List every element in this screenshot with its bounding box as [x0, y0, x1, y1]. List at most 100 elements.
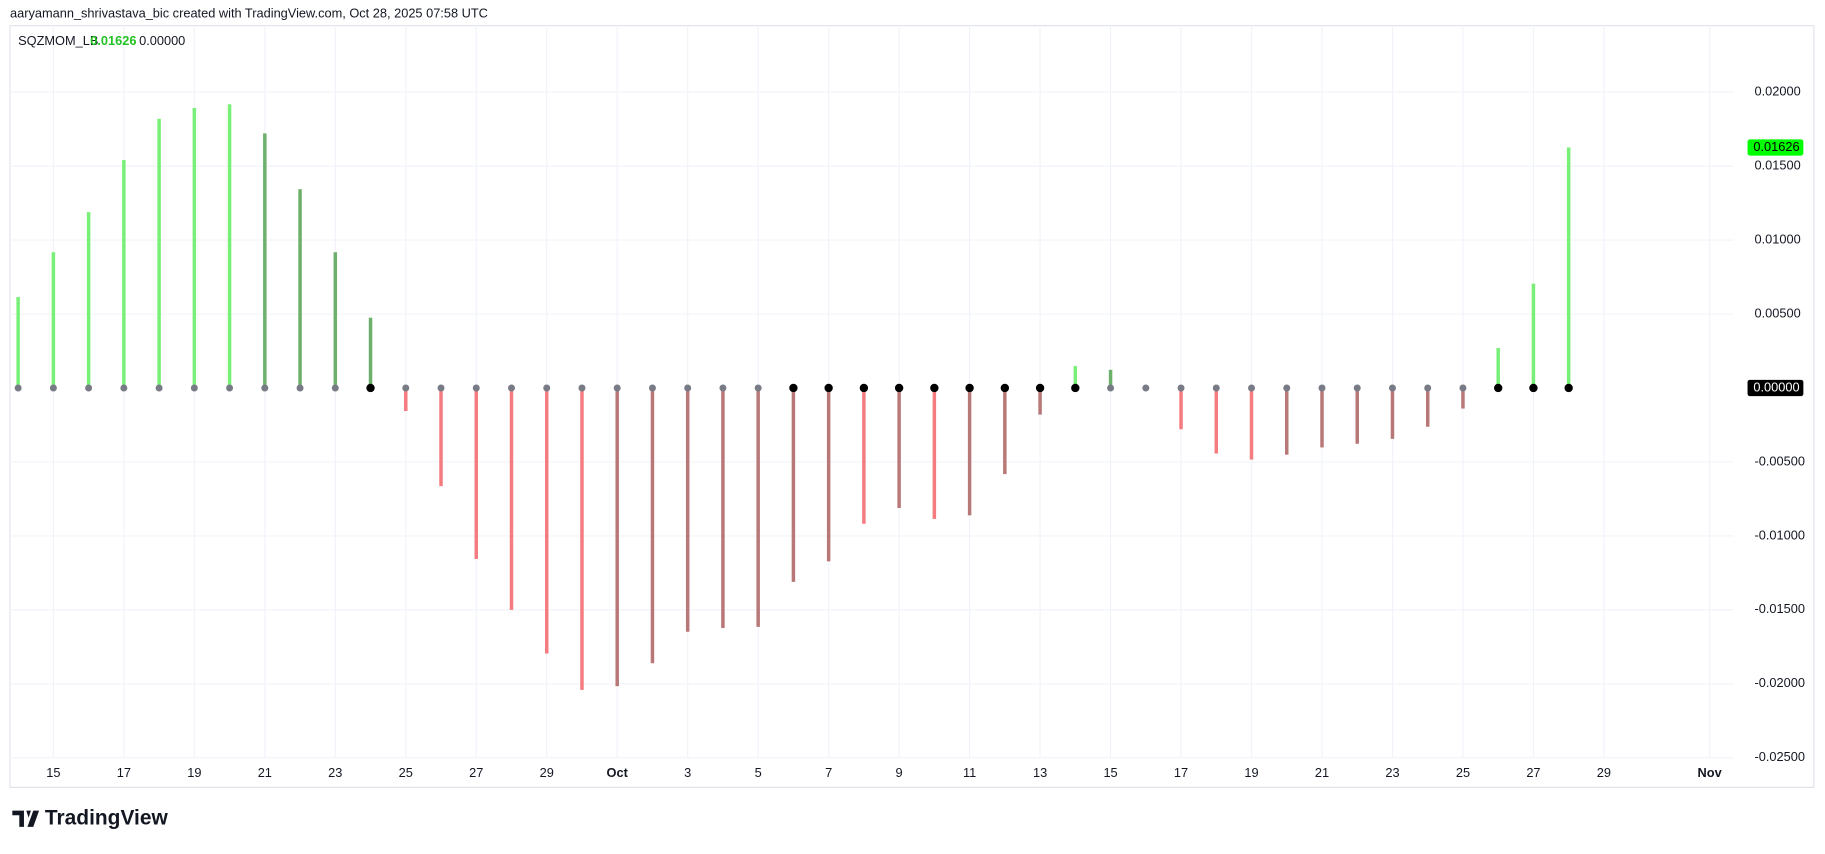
squeeze-dot — [1459, 384, 1467, 392]
bar — [1320, 387, 1324, 448]
y-tick-label: -0.01500 — [1755, 601, 1805, 616]
squeeze-dot — [1000, 383, 1010, 393]
bar — [1425, 387, 1430, 427]
x-tick-label: 23 — [328, 765, 342, 780]
squeeze-dot — [789, 383, 798, 393]
squeeze-dot — [1564, 383, 1573, 393]
bar — [51, 252, 56, 388]
bar — [615, 387, 619, 687]
squeeze-dot — [1529, 383, 1538, 393]
bar — [1566, 147, 1571, 388]
bar — [368, 317, 373, 388]
bar — [298, 189, 302, 388]
squeeze-dot — [1424, 384, 1432, 392]
squeeze-dot — [894, 383, 904, 393]
squeeze-dot — [1248, 384, 1256, 392]
squeeze-dot — [14, 384, 22, 392]
squeeze-dot — [1142, 384, 1150, 392]
y-tick-label: -0.00500 — [1755, 453, 1805, 468]
squeeze-dot — [85, 384, 93, 392]
bar — [580, 387, 584, 690]
squeeze-dot — [508, 384, 515, 392]
bar — [932, 387, 937, 519]
logo: TradingView — [12, 806, 168, 829]
price-badge-label: 0.01626 — [1753, 139, 1799, 154]
squeeze-dot — [226, 384, 234, 392]
x-tick-label: 21 — [258, 765, 272, 780]
x-tick-label: 13 — [1033, 765, 1047, 780]
bar — [192, 107, 197, 388]
x-tick-label: 23 — [1385, 765, 1399, 780]
y-tick-label: -0.02000 — [1755, 675, 1805, 690]
bar — [16, 297, 20, 388]
squeeze-dot — [49, 384, 57, 392]
x-tick-label: 29 — [1597, 765, 1611, 780]
brand: TradingView — [45, 806, 169, 829]
bar — [862, 387, 866, 524]
x-tick-label: Oct — [607, 765, 629, 780]
squeeze-dot — [155, 384, 163, 392]
x-tick-label: 5 — [755, 765, 762, 780]
bar — [650, 387, 655, 664]
squeeze-dot — [684, 384, 692, 392]
squeeze-dot — [190, 384, 198, 392]
squeeze-dot — [965, 383, 974, 393]
x-tick-label: 17 — [117, 765, 131, 780]
x-tick-label: 25 — [1456, 765, 1470, 780]
y-tick-label: -0.02500 — [1755, 749, 1805, 764]
x-tick-label: 15 — [1103, 765, 1117, 780]
bar — [1003, 387, 1007, 475]
squeeze-dot — [1071, 383, 1080, 393]
frame — [9, 25, 1815, 788]
x-tick-label: 11 — [963, 765, 976, 780]
bar — [544, 387, 549, 654]
squeeze-dot — [1318, 384, 1326, 392]
bar — [791, 387, 796, 582]
bar — [439, 387, 443, 487]
bar — [333, 252, 338, 388]
bar — [756, 387, 760, 627]
legend-name: SQZMOM_LB — [18, 33, 98, 48]
squeeze-dot — [1388, 384, 1396, 392]
squeeze-dot — [543, 384, 551, 392]
squeeze-dot — [1035, 383, 1045, 393]
bar — [1073, 366, 1078, 388]
bar — [685, 387, 690, 632]
bar — [404, 387, 408, 412]
x-tick-label: 19 — [1244, 765, 1258, 780]
squeeze-dot — [754, 384, 762, 392]
y-tick-label: 0.02000 — [1755, 84, 1801, 99]
bar — [1531, 283, 1536, 388]
squeeze-dot — [472, 384, 480, 392]
legend-value: 0.00000 — [139, 33, 185, 48]
squeeze-dot — [437, 384, 445, 392]
squeeze-dot — [366, 383, 375, 393]
squeeze-dot — [402, 384, 410, 392]
price-badge-label: 0.00000 — [1753, 379, 1799, 394]
bar — [86, 212, 91, 388]
bar — [1496, 348, 1500, 388]
legend-value: 0.01626 — [90, 33, 136, 48]
squeeze-dot — [120, 384, 128, 392]
bar — [263, 133, 267, 388]
squeeze-dot — [1212, 384, 1220, 392]
x-tick-label: 19 — [187, 765, 201, 780]
bar — [1249, 387, 1254, 460]
y-tick-label: 0.01000 — [1755, 231, 1801, 246]
squeeze-dot — [578, 384, 586, 392]
bar — [1390, 387, 1395, 439]
price-badge — [1747, 139, 1804, 156]
bar — [122, 160, 126, 388]
squeeze-dot — [613, 384, 621, 392]
attribution: aaryamann_shrivastava_bic created with T… — [10, 5, 488, 20]
squeeze-dot — [1283, 384, 1291, 392]
x-tick-label: 21 — [1315, 765, 1329, 780]
bar — [826, 387, 831, 562]
x-tick-label: 27 — [469, 765, 483, 780]
squeeze-dot — [1177, 384, 1185, 392]
x-tick-label: 3 — [684, 765, 691, 780]
x-tick-label: 7 — [825, 765, 832, 780]
squeeze-dot — [1494, 383, 1503, 393]
